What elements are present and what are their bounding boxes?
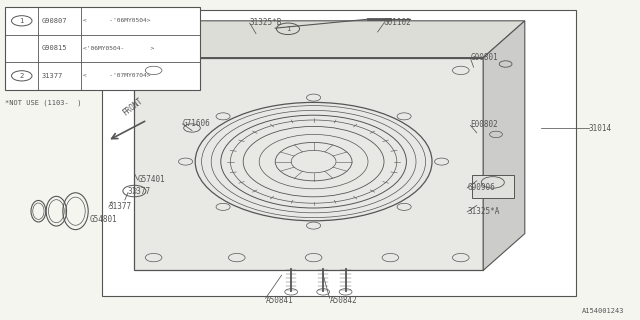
Text: 31014: 31014 bbox=[589, 124, 612, 132]
Text: 31325*B: 31325*B bbox=[250, 18, 282, 27]
Text: 2: 2 bbox=[20, 73, 24, 79]
Text: 2: 2 bbox=[132, 188, 136, 194]
Polygon shape bbox=[134, 58, 483, 270]
Bar bbox=[102, 10, 576, 296]
Text: <'06MY0504-       >: <'06MY0504- > bbox=[83, 46, 154, 51]
Text: G54801: G54801 bbox=[90, 215, 117, 224]
Text: G90807: G90807 bbox=[42, 18, 67, 24]
Text: A154001243: A154001243 bbox=[582, 308, 624, 314]
Polygon shape bbox=[134, 21, 525, 58]
Text: G01102: G01102 bbox=[384, 18, 412, 27]
Text: 31377: 31377 bbox=[109, 202, 132, 211]
Bar bbox=[5, 7, 200, 90]
Text: G57401: G57401 bbox=[138, 175, 165, 184]
Text: A50842: A50842 bbox=[330, 296, 357, 305]
Text: G90815: G90815 bbox=[42, 45, 67, 51]
Text: <      -'06MY0504>: < -'06MY0504> bbox=[83, 18, 150, 23]
Polygon shape bbox=[483, 21, 525, 270]
FancyBboxPatch shape bbox=[472, 175, 514, 198]
Text: G00801: G00801 bbox=[470, 53, 498, 62]
Text: E00802: E00802 bbox=[470, 120, 498, 129]
Text: A50841: A50841 bbox=[266, 296, 293, 305]
Text: G71606: G71606 bbox=[182, 119, 210, 128]
Text: FRONT: FRONT bbox=[121, 96, 145, 118]
Text: 31377: 31377 bbox=[42, 73, 63, 79]
Text: *NOT USE (1103-  ): *NOT USE (1103- ) bbox=[5, 100, 82, 106]
Text: 1: 1 bbox=[285, 26, 291, 32]
Text: 31325*A: 31325*A bbox=[467, 207, 500, 216]
Text: 1: 1 bbox=[19, 18, 24, 24]
Text: G90906: G90906 bbox=[467, 183, 495, 192]
Text: 31377: 31377 bbox=[128, 188, 151, 196]
Text: <      -'07MY0704>: < -'07MY0704> bbox=[83, 73, 150, 78]
